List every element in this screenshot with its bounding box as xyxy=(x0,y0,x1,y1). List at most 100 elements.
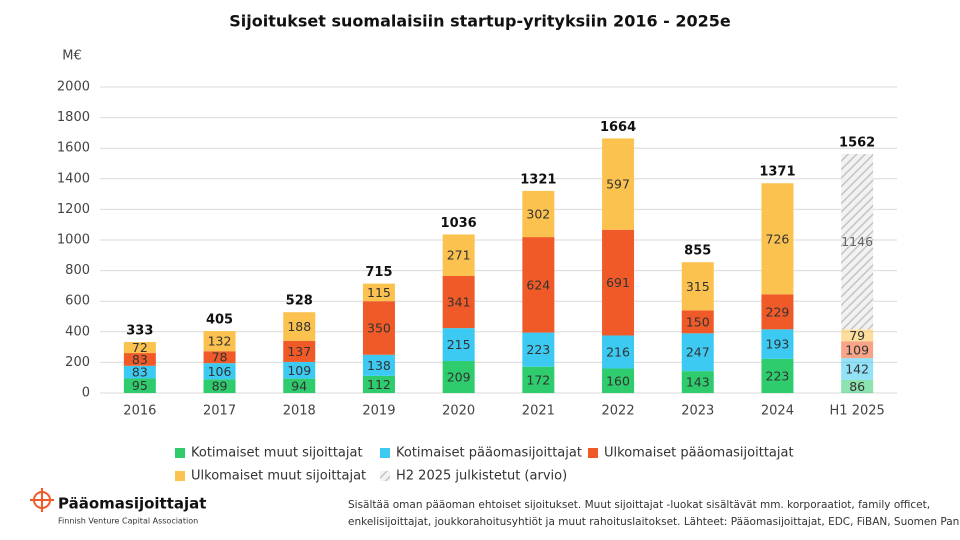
data-label: 142 xyxy=(845,361,869,376)
data-label: 137 xyxy=(287,344,311,359)
total-label: 1321 xyxy=(520,172,556,187)
bar-segment xyxy=(841,358,874,380)
y-tick-label: 800 xyxy=(65,263,90,278)
bar-segment xyxy=(602,368,635,393)
data-label: 72 xyxy=(132,340,148,355)
bar-segment xyxy=(123,353,156,366)
bar-segment xyxy=(681,371,714,393)
x-tick-label: 2023 xyxy=(681,404,714,419)
data-label: 112 xyxy=(367,377,391,392)
bar-segment xyxy=(602,138,635,230)
bar-segment xyxy=(522,190,555,238)
bar-segment xyxy=(442,361,475,393)
legend-swatch xyxy=(175,471,185,481)
bar-segment xyxy=(203,379,236,393)
data-label: 188 xyxy=(287,319,311,334)
legend-label: H2 2025 julkistetut (arvio) xyxy=(396,469,567,484)
bar-segment xyxy=(761,358,794,393)
data-label: 193 xyxy=(766,337,790,352)
total-label: 528 xyxy=(286,294,313,309)
data-label: 78 xyxy=(212,350,228,365)
total-label: 1664 xyxy=(600,120,636,135)
data-label: 247 xyxy=(686,345,710,360)
total-label: 333 xyxy=(126,324,153,339)
data-label: 229 xyxy=(766,304,790,319)
bar-segment xyxy=(362,375,395,393)
data-label: 223 xyxy=(526,342,550,357)
logo-name: Pääomasijoittajat xyxy=(58,495,206,513)
total-label: 1562 xyxy=(839,136,875,151)
data-label: 215 xyxy=(447,337,471,352)
data-label: 86 xyxy=(849,379,865,394)
bar-segment xyxy=(362,301,395,355)
bar-segment xyxy=(442,275,475,329)
legend-label: Kotimaiset pääomasijoittajat xyxy=(396,446,582,461)
data-label: 94 xyxy=(291,378,307,393)
data-label: 1146 xyxy=(841,234,873,249)
x-tick-label: 2016 xyxy=(123,404,156,419)
chart-title: Sijoitukset suomalaisiin startup-yrityks… xyxy=(229,12,731,31)
bar-segment xyxy=(602,335,635,369)
data-label: 106 xyxy=(208,364,232,379)
y-tick-label: 1000 xyxy=(57,233,90,248)
data-label: 160 xyxy=(606,373,630,388)
bar-segment xyxy=(442,328,475,362)
data-label: 138 xyxy=(367,358,391,373)
data-label: 691 xyxy=(606,275,630,290)
x-tick-label: 2018 xyxy=(283,404,316,419)
data-label: 83 xyxy=(132,365,148,380)
data-label: 223 xyxy=(766,368,790,383)
total-label: 715 xyxy=(365,265,392,280)
bar-segment xyxy=(203,363,236,380)
bar-segment xyxy=(841,329,874,342)
total-label: 855 xyxy=(684,244,711,259)
data-label: 341 xyxy=(447,295,471,310)
data-label: 89 xyxy=(212,379,228,394)
bar-segment xyxy=(841,154,874,330)
x-tick-label: H1 2025 xyxy=(830,404,885,419)
legend-swatch xyxy=(380,448,390,458)
y-tick-label: 1600 xyxy=(57,141,90,156)
bar-segment xyxy=(522,332,555,367)
bar-segment xyxy=(841,379,874,393)
bar-segment xyxy=(522,237,555,333)
data-label: 209 xyxy=(447,370,471,385)
data-label: 83 xyxy=(132,352,148,367)
bar-segment xyxy=(602,229,635,336)
legend-label: Ulkomaiset pääomasijoittajat xyxy=(604,446,794,461)
y-tick-label: 0 xyxy=(82,386,90,401)
bar-segment xyxy=(362,354,395,376)
y-tick-label: 400 xyxy=(65,324,90,339)
legend-swatch xyxy=(380,471,390,481)
data-label: 726 xyxy=(766,231,790,246)
x-tick-label: 2017 xyxy=(203,404,236,419)
y-tick-label: 1200 xyxy=(57,202,90,217)
bar-segment xyxy=(203,331,236,352)
total-label: 1036 xyxy=(441,216,477,231)
bar-segment xyxy=(283,378,316,393)
legend-label: Ulkomaiset muut sijoittajat xyxy=(191,469,366,484)
footnote: enkelisijoittajat, joukkorahoitusyhtiöt … xyxy=(348,516,960,528)
y-axis-label: M€ xyxy=(62,49,82,64)
bar-segment xyxy=(283,312,316,341)
data-label: 216 xyxy=(606,344,630,359)
data-label: 143 xyxy=(686,375,710,390)
bar-segment xyxy=(681,262,714,311)
x-tick-label: 2020 xyxy=(442,404,475,419)
bar-segment xyxy=(761,183,794,295)
data-label: 95 xyxy=(132,378,148,393)
y-tick-label: 2000 xyxy=(57,80,90,95)
x-tick-label: 2024 xyxy=(761,404,794,419)
x-tick-label: 2022 xyxy=(602,404,635,419)
data-label: 109 xyxy=(845,342,869,357)
data-label: 150 xyxy=(686,314,710,329)
x-tick-label: 2021 xyxy=(522,404,555,419)
y-tick-label: 200 xyxy=(65,355,90,370)
data-label: 79 xyxy=(849,328,865,343)
bar-segment xyxy=(123,378,156,393)
total-label: 1371 xyxy=(759,165,795,180)
logo: Pääomasijoittajat Finnish Venture Capita… xyxy=(30,488,206,526)
bar-segment xyxy=(283,340,316,362)
logo-tagline: Finnish Venture Capital Association xyxy=(58,517,198,526)
data-label: 109 xyxy=(287,363,311,378)
